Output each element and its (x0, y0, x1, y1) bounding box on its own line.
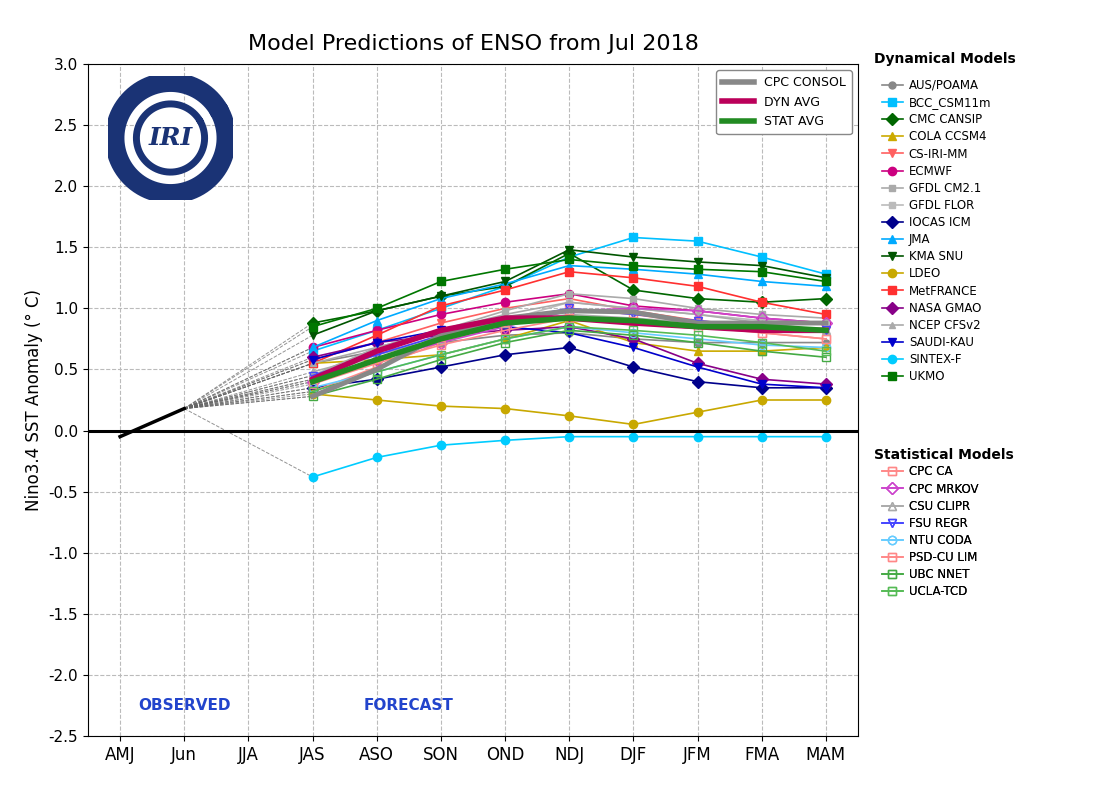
Text: FORECAST: FORECAST (364, 698, 454, 713)
Text: Dynamical Models: Dynamical Models (874, 52, 1016, 66)
Text: IRI: IRI (148, 126, 192, 150)
Circle shape (140, 107, 201, 169)
Y-axis label: Nino3.4 SST Anomaly (° C): Nino3.4 SST Anomaly (° C) (25, 289, 43, 511)
Text: Statistical Models: Statistical Models (874, 448, 1014, 462)
Title: Model Predictions of ENSO from Jul 2018: Model Predictions of ENSO from Jul 2018 (248, 34, 698, 54)
Text: OBSERVED: OBSERVED (138, 698, 231, 713)
Legend: CPC CA, CPC MRKOV, CSU CLIPR, FSU REGR, NTU CODA, PSD-CU LIM, UBC NNET, UCLA-TCD: CPC CA, CPC MRKOV, CSU CLIPR, FSU REGR, … (879, 463, 981, 601)
